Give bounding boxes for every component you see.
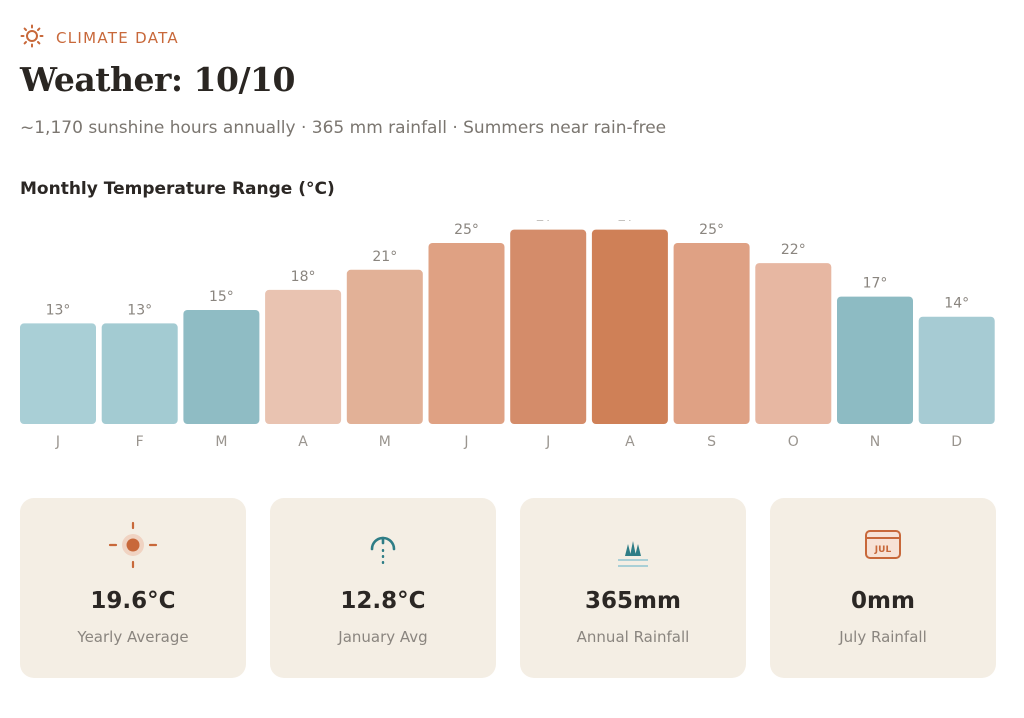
bar-2 — [101, 323, 178, 424]
stat-value: 12.8°C — [340, 588, 426, 614]
stat-label: Yearly Average — [77, 628, 189, 646]
stat-label: Annual Rainfall — [576, 628, 690, 646]
stat-value: 0mm — [851, 588, 915, 614]
bar-7 — [510, 229, 587, 424]
x-tick-label: S — [707, 434, 716, 450]
x-tick-label: N — [870, 434, 880, 450]
bar-5 — [346, 269, 423, 424]
thermometer-icon — [355, 520, 411, 570]
x-tick-label: M — [215, 434, 227, 450]
data-label: 21° — [372, 249, 397, 265]
stat-value: 365mm — [585, 588, 681, 614]
data-label: 14° — [944, 296, 969, 312]
stat-cards: 19.6°C Yearly Average 12.8°C January Avg — [20, 498, 996, 678]
x-tick-label: F — [136, 434, 144, 450]
x-tick-label: O — [788, 434, 799, 450]
data-label: 17° — [863, 276, 888, 292]
data-label: 22° — [781, 242, 806, 258]
data-label: 18° — [291, 269, 316, 285]
bar-1 — [20, 323, 96, 424]
stat-card-yearly-average: 19.6°C Yearly Average — [20, 498, 246, 678]
bar-12 — [918, 316, 995, 424]
rain-icon — [605, 520, 661, 570]
data-label: 27° — [536, 220, 561, 225]
stat-card-annual-rainfall: 365mm Annual Rainfall — [520, 498, 746, 678]
sun-icon — [20, 24, 44, 52]
x-tick-label: M — [379, 434, 391, 450]
x-tick-label: D — [951, 434, 962, 450]
bar-9 — [673, 243, 750, 424]
section-label: CLIMATE DATA — [56, 29, 179, 47]
bar-11 — [837, 296, 913, 424]
stat-card-july-rainfall: JUL 0mm July Rainfall — [770, 498, 996, 678]
x-tick-label: J — [55, 434, 60, 450]
data-label: 25° — [699, 222, 724, 238]
bar-10 — [755, 263, 832, 424]
x-tick-label: A — [298, 434, 308, 450]
data-label: 13° — [46, 302, 71, 318]
sun-icon — [105, 520, 161, 570]
x-tick-label: J — [545, 434, 550, 450]
section-kicker: CLIMATE DATA — [20, 24, 179, 52]
stat-label: July Rainfall — [839, 628, 927, 646]
bar-3 — [183, 310, 260, 424]
calendar-icon: JUL — [855, 520, 911, 570]
stat-value: 19.6°C — [90, 588, 176, 614]
bar-8 — [591, 229, 668, 424]
page-title: Weather: 10/10 — [20, 60, 295, 99]
data-label: 13° — [127, 302, 152, 318]
temperature-chart: 13° J 13° F 15° M 18° A 21° M 25° J 27° J 27° A 25° S 22° O… — [20, 220, 995, 450]
data-label: 25° — [454, 222, 479, 238]
data-label: 15° — [209, 289, 234, 305]
calendar-month-text: JUL — [874, 545, 892, 555]
stat-card-january-avg: 12.8°C January Avg — [270, 498, 496, 678]
chart-title: Monthly Temperature Range (°C) — [20, 179, 335, 199]
x-tick-label: A — [625, 434, 635, 450]
page-subtitle: ~1,170 sunshine hours annually · 365 mm … — [20, 118, 667, 138]
stat-label: January Avg — [338, 628, 428, 646]
data-label: 27° — [617, 220, 642, 225]
x-tick-label: J — [463, 434, 468, 450]
bar-4 — [265, 289, 342, 424]
bar-6 — [428, 243, 505, 424]
